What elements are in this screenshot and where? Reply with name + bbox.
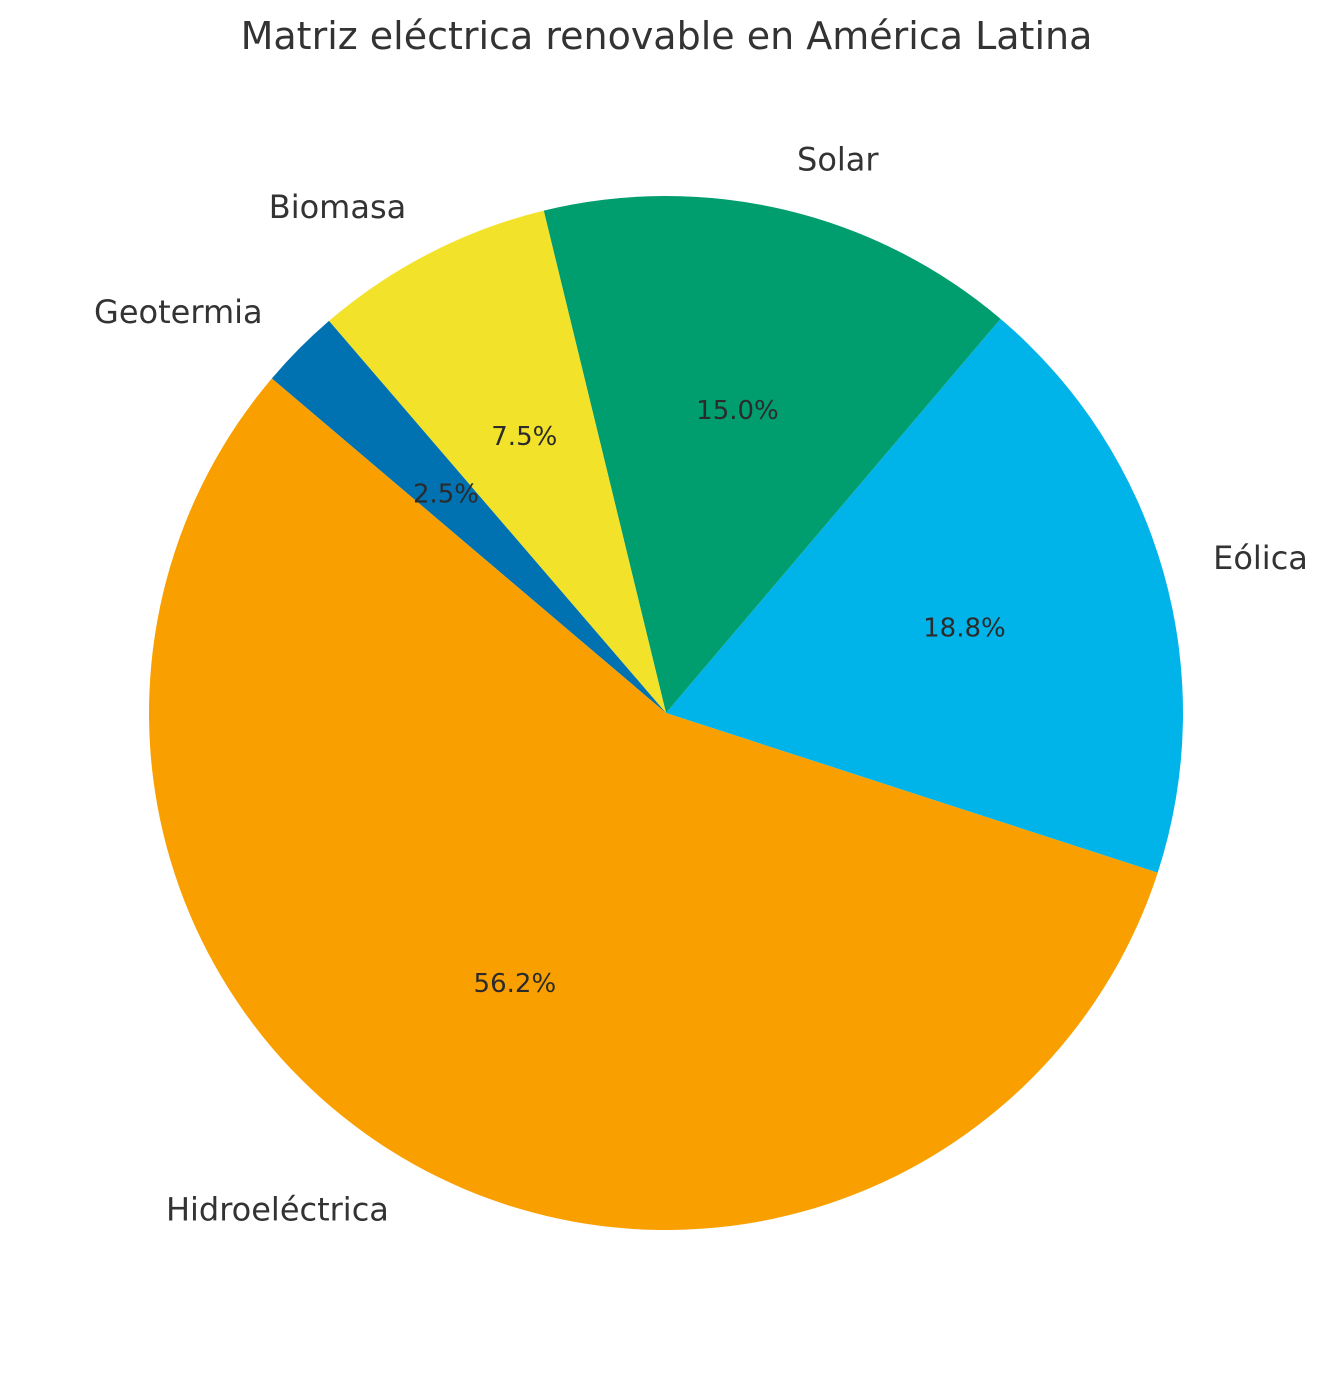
pie-slice-2: [329, 210, 666, 714]
percent-labels-layer: 18.8% 15.0% 7.5% 2.5% 56.2%: [413, 396, 1006, 999]
slice-category-label: Biomasa: [269, 188, 406, 226]
slice-percent-label: 18.8%: [923, 613, 1006, 643]
slice-category-label: Hidroeléctrica: [166, 1191, 389, 1229]
slice-category-label: Geotermia: [94, 293, 263, 331]
chart-title: Matriz eléctrica renovable en América La…: [240, 14, 1093, 58]
slice-names-layer: Eólica Solar Biomasa Geotermia Hidroeléctric…: [94, 141, 1308, 1229]
slices-layer: [149, 196, 1184, 1230]
slice-percent-label: 56.2%: [474, 969, 557, 999]
slice-category-label: Solar: [797, 141, 879, 179]
slice-percent-label: 7.5%: [491, 422, 557, 452]
pie-slice-1: [543, 196, 1001, 713]
slice-category-label: Eólica: [1213, 539, 1308, 577]
pie-slice-3: [271, 320, 666, 713]
pie-slice-0: [666, 318, 1184, 873]
slice-percent-label: 2.5%: [413, 479, 479, 509]
pie-slice-4: [149, 378, 1158, 1230]
slice-percent-label: 15.0%: [696, 396, 779, 426]
